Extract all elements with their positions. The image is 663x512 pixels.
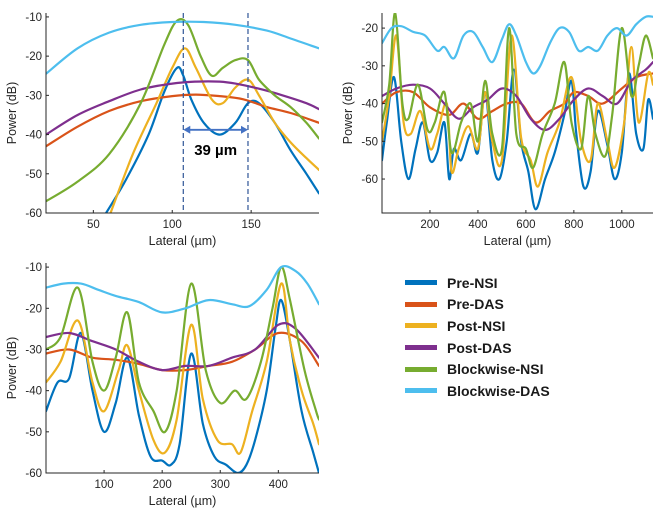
y-tick-label: -40: [25, 130, 42, 142]
legend-swatch: [405, 280, 437, 286]
y-tick-label: -30: [25, 90, 42, 102]
series-line-blockwise-das: [382, 15, 653, 75]
legend-label: Blockwise-NSI: [447, 361, 544, 378]
legend-swatch: [405, 366, 437, 372]
x-axis-label: Lateral (µm): [149, 234, 217, 248]
chart-panel-top-left: 50 100 150 -60 -50 -40 -30 -20 -10 Lateral (µm) Po…: [5, 12, 319, 248]
arrowhead-left: [183, 125, 191, 134]
axis-lines: [381, 13, 653, 214]
x-axis-label: Lateral (µm): [149, 494, 217, 508]
y-tick-label: -20: [25, 51, 42, 63]
legend-label: Post-NSI: [447, 317, 506, 334]
legend-item: Pre-DAS: [405, 294, 550, 316]
legend-label: Pre-NSI: [447, 274, 498, 291]
y-tick-label: -30: [361, 61, 378, 73]
y-tick-label: -60: [25, 468, 42, 480]
x-tick-label: 1000: [609, 219, 635, 231]
y-tick-label: -10: [25, 12, 42, 24]
series-line-pre-nsi: [104, 66, 319, 213]
measurement-label: 39 µm: [194, 142, 237, 159]
legend-label: Blockwise-DAS: [447, 382, 550, 399]
x-tick-label: 400: [468, 219, 487, 231]
y-tick-label: -20: [25, 303, 42, 315]
y-tick-label: -50: [25, 169, 42, 181]
series-line-post-das: [46, 322, 319, 372]
legend-label: Pre-DAS: [447, 296, 504, 313]
legend-swatch: [405, 301, 437, 307]
y-tick-label: -10: [25, 262, 42, 274]
series-line-post-nsi: [46, 282, 319, 455]
legend-swatch: [405, 388, 437, 394]
legend-item: Blockwise-NSI: [405, 358, 550, 380]
series-line-blockwise-nsi: [46, 18, 319, 203]
x-axis-label: Lateral (µm): [484, 234, 552, 248]
y-tick-label: -40: [361, 99, 378, 111]
x-tick-label: 800: [564, 219, 583, 231]
y-tick-label: -30: [25, 344, 42, 356]
x-tick-label: 50: [87, 219, 100, 231]
y-axis-label: Power (dB): [5, 82, 19, 145]
series-line-post-das: [382, 61, 653, 132]
y-axis-label: Power (dB): [341, 82, 355, 145]
legend-item: Pre-NSI: [405, 272, 550, 294]
y-tick-label: -60: [25, 208, 42, 220]
legend-item: Post-NSI: [405, 315, 550, 337]
series-line-blockwise-das: [46, 264, 319, 314]
series-line-pre-nsi: [46, 298, 319, 473]
series-line-blockwise-nsi: [46, 265, 319, 434]
legend-item: Post-DAS: [405, 337, 550, 359]
series-line-blockwise-nsi: [382, 13, 653, 169]
y-tick-label: -20: [361, 23, 378, 35]
legend-label: Post-DAS: [447, 339, 512, 356]
legend-item: Blockwise-DAS: [405, 380, 550, 402]
legend-swatch: [405, 323, 437, 329]
y-axis-label: Power (dB): [5, 337, 19, 400]
x-tick-label: 200: [420, 219, 439, 231]
y-tick-label: -40: [25, 386, 42, 398]
arrowhead-right: [240, 125, 248, 134]
series-line-post-nsi: [109, 47, 319, 213]
legend-swatch: [405, 345, 437, 351]
x-tick-label: 150: [242, 219, 261, 231]
x-tick-label: 100: [94, 479, 113, 491]
legend: Pre-NSI Pre-DAS Post-NSI Post-DAS Blockwise-…: [405, 272, 550, 402]
chart-panel-bottom-left: 100 200 300 400 -60 -50 -40 -30 -20 -10 Lateral (µ…: [5, 262, 319, 508]
y-tick-label: -50: [361, 136, 378, 148]
y-tick-label: -50: [25, 427, 42, 439]
x-tick-label: 600: [516, 219, 535, 231]
x-tick-label: 300: [211, 479, 230, 491]
x-tick-label: 200: [153, 479, 172, 491]
series-line-blockwise-das: [46, 20, 319, 75]
x-tick-label: 400: [269, 479, 288, 491]
series-line-post-das: [46, 80, 319, 136]
x-tick-label: 100: [163, 219, 182, 231]
chart-panel-top-right: 200 400 600 800 1000 -60 -50 -40 -30 -20 Lateral (…: [341, 13, 653, 248]
y-tick-label: -60: [361, 174, 378, 186]
series-line-pre-das: [46, 93, 319, 148]
